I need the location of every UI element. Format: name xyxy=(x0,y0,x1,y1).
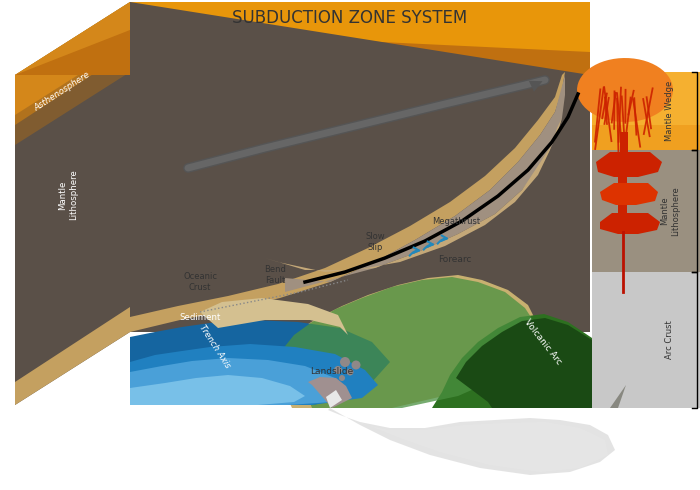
Polygon shape xyxy=(15,2,590,75)
Polygon shape xyxy=(15,2,130,405)
Polygon shape xyxy=(600,183,658,205)
Polygon shape xyxy=(15,307,130,405)
Circle shape xyxy=(340,357,350,367)
Text: Oceanic
Crust: Oceanic Crust xyxy=(183,272,217,292)
Text: Mantle
Lithosphere: Mantle Lithosphere xyxy=(660,186,680,236)
Text: Megathrust: Megathrust xyxy=(432,218,480,226)
Polygon shape xyxy=(577,58,673,122)
Text: Forearc: Forearc xyxy=(438,255,472,265)
Polygon shape xyxy=(592,72,700,150)
Polygon shape xyxy=(285,75,565,292)
Circle shape xyxy=(334,366,342,374)
Polygon shape xyxy=(130,320,390,405)
Text: Landslide: Landslide xyxy=(310,368,354,376)
Text: Arc Crust: Arc Crust xyxy=(666,320,675,359)
Text: SUBDUCTION ZONE SYSTEM: SUBDUCTION ZONE SYSTEM xyxy=(232,9,468,27)
Polygon shape xyxy=(265,118,562,272)
Polygon shape xyxy=(15,30,590,75)
Polygon shape xyxy=(130,72,565,332)
Text: Mantle Wedge: Mantle Wedge xyxy=(666,81,675,141)
Polygon shape xyxy=(592,72,700,125)
Polygon shape xyxy=(130,375,305,405)
Polygon shape xyxy=(600,213,660,234)
Polygon shape xyxy=(15,42,130,145)
Text: Sediment: Sediment xyxy=(179,314,220,322)
Circle shape xyxy=(346,368,354,375)
Polygon shape xyxy=(592,272,700,408)
Polygon shape xyxy=(592,150,700,272)
Polygon shape xyxy=(592,72,700,408)
Polygon shape xyxy=(620,132,628,152)
Polygon shape xyxy=(282,277,538,408)
Polygon shape xyxy=(360,422,608,472)
Polygon shape xyxy=(308,377,352,408)
Polygon shape xyxy=(596,152,662,177)
Text: Bend
Fault: Bend Fault xyxy=(264,265,286,285)
Polygon shape xyxy=(432,314,592,408)
Text: Slow
Slip: Slow Slip xyxy=(365,232,385,252)
Circle shape xyxy=(351,361,360,369)
Polygon shape xyxy=(618,192,627,213)
Polygon shape xyxy=(265,275,538,408)
Polygon shape xyxy=(130,344,378,405)
Polygon shape xyxy=(130,2,590,332)
Polygon shape xyxy=(200,298,348,335)
Polygon shape xyxy=(602,385,626,408)
Circle shape xyxy=(339,375,345,381)
Text: Volcanic Arc: Volcanic Arc xyxy=(523,318,564,367)
Text: Trench Axis: Trench Axis xyxy=(197,324,232,370)
Polygon shape xyxy=(326,390,342,408)
Text: Mantle
Lithosphere: Mantle Lithosphere xyxy=(58,170,78,220)
Polygon shape xyxy=(130,358,348,405)
Polygon shape xyxy=(15,2,130,125)
Polygon shape xyxy=(618,162,627,183)
FancyArrowPatch shape xyxy=(191,81,542,168)
Text: Asthenosphere: Asthenosphere xyxy=(32,71,92,113)
Polygon shape xyxy=(456,318,592,408)
Polygon shape xyxy=(328,408,615,475)
